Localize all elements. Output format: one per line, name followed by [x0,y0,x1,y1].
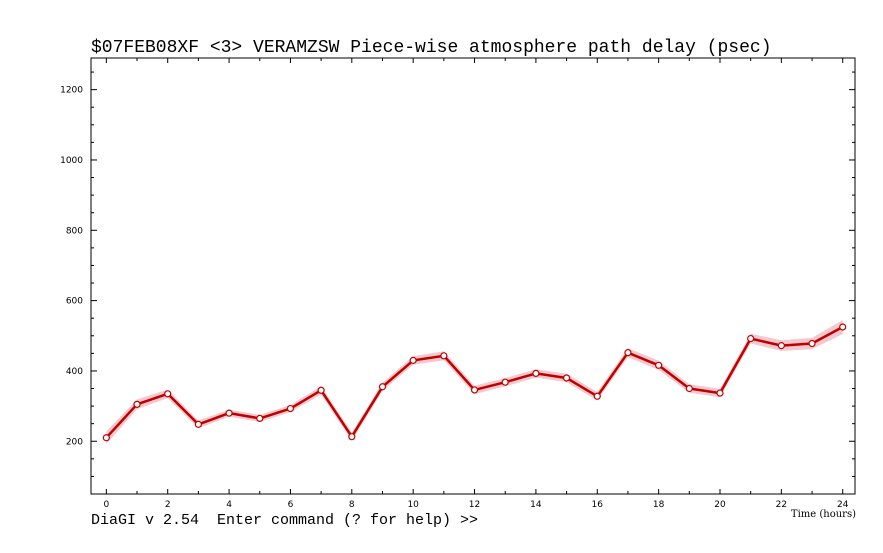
data-point [777,342,785,350]
data-point [624,349,632,357]
data-point [164,390,172,398]
data-point [256,414,264,423]
x-axis-label: Time (hours) [791,509,856,520]
x-tick-label: 10 [407,500,419,510]
x-tick-label: 2 [165,500,171,510]
data-point [716,389,724,397]
data-point [532,369,540,377]
y-tick-label: 600 [66,297,83,307]
y-tick-label: 1000 [60,156,83,166]
command-prompt[interactable]: DiaGI v 2.54 Enter command (? for help) … [91,512,479,529]
data-point [378,383,387,391]
data-point [286,404,295,413]
data-point [747,334,755,343]
x-tick-label: 0 [103,500,109,510]
x-tick-label: 12 [469,500,480,510]
data-point [470,386,479,394]
error-band [106,320,843,445]
y-tick-label: 200 [66,437,83,447]
x-tick-label: 20 [714,500,726,510]
x-tick-label: 6 [288,500,294,510]
x-tick-label: 24 [837,500,849,510]
data-point [593,392,601,400]
y-tick-label: 1200 [60,86,83,96]
data-point [839,323,847,331]
data-point [348,433,356,441]
data-point [225,409,233,417]
plot-frame [90,57,856,495]
x-tick-label: 14 [530,500,542,510]
data-point [562,374,571,382]
data-point [317,386,325,394]
data-point [194,420,202,428]
x-tick-label: 4 [226,500,232,510]
x-tick-label: 8 [349,500,355,510]
x-tick-label: 16 [592,500,604,510]
series-path-delay [102,320,847,445]
chart-title: $07FEB08XF <3> VERAMZSW Piece-wise atmos… [91,38,772,58]
y-tick-label: 400 [66,367,83,377]
data-point [133,400,141,408]
data-point [808,339,816,348]
data-point [440,352,448,360]
x-tick-label: 18 [653,500,665,510]
data-point [655,361,663,369]
x-tick-label: 22 [776,500,787,510]
data-point [685,384,693,393]
data-point [102,434,110,442]
data-point [501,378,509,386]
axis-ticks: 0 2 4 6 8 10 12 14 16 18 20 22 242004006008001000120… [60,58,855,510]
y-tick-label: 800 [66,226,83,236]
data-point [409,356,417,364]
